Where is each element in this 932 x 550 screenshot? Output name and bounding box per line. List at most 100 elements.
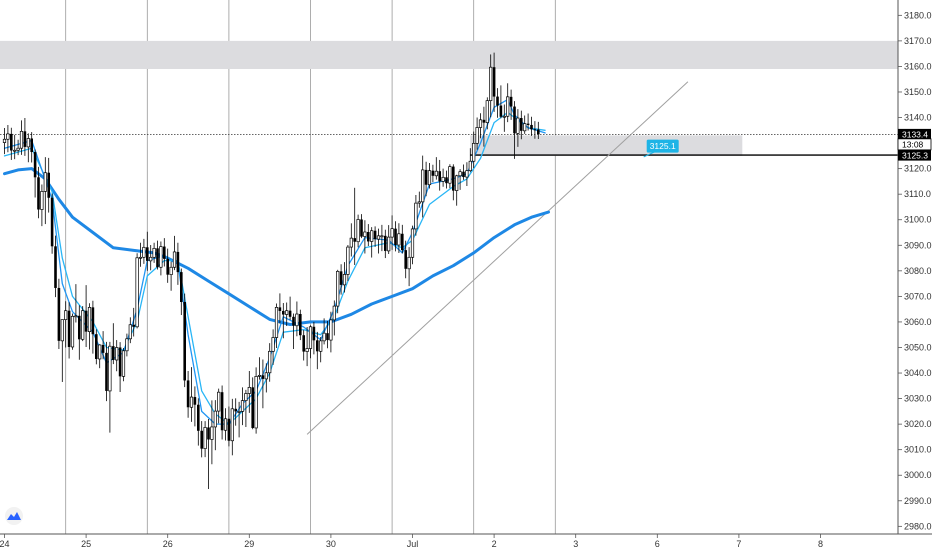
candle	[278, 293, 282, 324]
candle	[203, 421, 207, 458]
candle-body-up	[40, 191, 44, 210]
candle-body-down	[132, 324, 135, 327]
candle	[176, 242, 180, 285]
candle-body-down	[193, 397, 197, 405]
candle-body-down	[520, 118, 523, 131]
candle	[458, 169, 462, 190]
candle-body-up	[349, 237, 353, 248]
current-price-tag: 3133.4	[898, 128, 931, 140]
candle	[496, 88, 499, 118]
candle	[118, 342, 122, 392]
y-tick-label: 3170.0	[904, 36, 932, 46]
y-tick-label: 3100.0	[904, 215, 932, 225]
y-tick-label: 3060.0	[904, 317, 932, 327]
candle	[183, 293, 186, 388]
candle-body-down	[50, 197, 54, 247]
candle-body-up	[472, 142, 476, 162]
candle-body-up	[159, 246, 163, 268]
level-price-tag-label: 3125.3	[902, 150, 928, 160]
candle	[115, 340, 119, 372]
candle	[533, 121, 537, 139]
candle	[108, 341, 112, 433]
candle	[384, 229, 387, 259]
candle-body-up	[410, 228, 415, 258]
candle-body-up	[64, 310, 68, 320]
candle-body-up	[98, 344, 102, 360]
candle-body-down	[166, 258, 169, 275]
candle	[295, 301, 299, 337]
candle	[305, 327, 309, 367]
candle-body-up	[274, 307, 279, 338]
candle-body-up	[448, 166, 452, 184]
candle	[376, 228, 381, 254]
candle	[74, 284, 78, 323]
x-tick-label: 6	[655, 539, 660, 549]
candle-body-up	[465, 170, 469, 178]
candle	[499, 85, 503, 119]
candle-body-up	[485, 100, 489, 123]
candle-body-up	[264, 372, 268, 380]
candle	[288, 296, 292, 320]
candle	[319, 337, 323, 363]
candle-body-down	[445, 177, 448, 184]
candle	[530, 116, 533, 136]
candle	[421, 155, 425, 218]
x-tick-label: Jul	[407, 539, 419, 549]
y-tick-label: 3110.0	[904, 189, 931, 199]
candle	[336, 269, 340, 314]
candle-body-up	[6, 133, 10, 140]
candle	[128, 317, 132, 344]
candle-body-up	[244, 393, 248, 401]
candle	[353, 187, 356, 265]
candle-body-down	[200, 430, 203, 449]
candle-body-up	[13, 149, 17, 152]
candle	[414, 194, 418, 236]
y-tick-label: 3070.0	[904, 291, 932, 301]
candle	[81, 306, 85, 342]
candle-body-up	[115, 347, 119, 361]
candle	[520, 110, 523, 140]
candle-body-down	[404, 250, 407, 269]
candle	[299, 309, 302, 341]
candle	[169, 261, 173, 291]
candle	[95, 329, 98, 365]
candle	[424, 161, 428, 197]
candle	[87, 303, 92, 350]
candle	[64, 301, 68, 348]
candle-body-up	[203, 427, 207, 450]
candle	[285, 302, 289, 327]
candle-body-up	[305, 348, 309, 352]
candle	[407, 247, 411, 287]
candle-body-up	[370, 230, 374, 242]
candle	[193, 386, 197, 427]
candle-body-up	[121, 350, 126, 377]
candle-body-up	[421, 169, 425, 203]
candle-body-up	[128, 324, 132, 340]
candle	[370, 227, 374, 258]
candle	[302, 330, 305, 361]
logo-icon	[7, 512, 21, 520]
candle	[91, 300, 95, 354]
candle	[200, 421, 203, 458]
candle-body-down	[54, 246, 57, 288]
candle	[509, 89, 513, 120]
candle	[2, 128, 7, 155]
candle	[210, 400, 214, 465]
candle-body-up	[210, 426, 214, 440]
candle	[234, 398, 237, 426]
candle	[186, 370, 190, 418]
candle-body-up	[502, 115, 506, 118]
candle	[465, 162, 469, 187]
y-tick-label: 3140.0	[904, 113, 932, 123]
candle	[189, 367, 194, 422]
candle-body-down	[302, 335, 305, 352]
y-tick-label: 3090.0	[904, 240, 932, 250]
y-tick-label: 3040.0	[904, 368, 932, 378]
candle	[363, 220, 367, 254]
candle-body-down	[462, 171, 465, 178]
x-tick-label: 24	[0, 539, 10, 549]
candle-body-up	[125, 338, 129, 352]
logo-badge	[5, 507, 23, 525]
